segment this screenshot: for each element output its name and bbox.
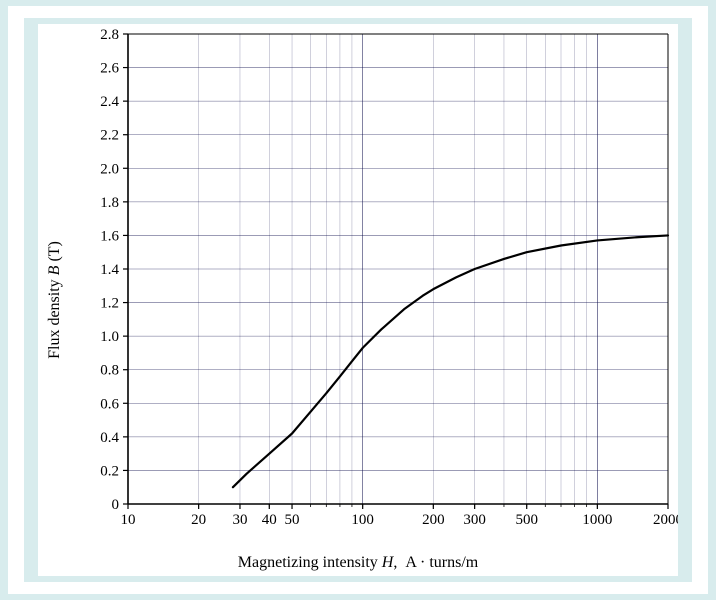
svg-text:30: 30	[232, 512, 247, 528]
svg-text:1.2: 1.2	[100, 296, 119, 312]
outer-frame: Flux density B (T) 0 0.2 0.4 0.6 0.8 1.0 1.2 1.…	[8, 6, 708, 594]
svg-text:2000: 2000	[653, 512, 678, 528]
svg-text:10: 10	[121, 512, 136, 528]
svg-text:1.0: 1.0	[100, 329, 119, 345]
svg-text:2.8: 2.8	[100, 27, 119, 43]
svg-text:40: 40	[262, 512, 277, 528]
svg-text:500: 500	[515, 512, 538, 528]
x-axis-label: Magnetizing intensity H, A · turns/m	[38, 554, 678, 572]
svg-text:0.2: 0.2	[100, 463, 119, 479]
svg-text:1.8: 1.8	[100, 195, 119, 211]
chart-area: Flux density B (T) 0 0.2 0.4 0.6 0.8 1.0 1.2 1.…	[38, 24, 678, 576]
y-axis-label: Flux density B (T)	[44, 24, 66, 576]
svg-text:2.6: 2.6	[100, 61, 119, 77]
svg-text:2.4: 2.4	[100, 94, 119, 110]
svg-text:20: 20	[191, 512, 206, 528]
svg-text:300: 300	[463, 512, 486, 528]
svg-text:1000: 1000	[582, 512, 612, 528]
svg-text:0.6: 0.6	[100, 396, 119, 412]
svg-text:100: 100	[351, 512, 374, 528]
svg-text:200: 200	[422, 512, 445, 528]
chart-svg: 0 0.2 0.4 0.6 0.8 1.0 1.2 1.4 1.6 1.8 2.0 2.2 2.4 2.6…	[38, 24, 678, 544]
svg-text:0.4: 0.4	[100, 430, 119, 446]
svg-text:50: 50	[285, 512, 300, 528]
svg-text:2.2: 2.2	[100, 128, 119, 144]
svg-text:1.6: 1.6	[100, 228, 119, 244]
svg-text:0.8: 0.8	[100, 363, 119, 379]
svg-text:2.0: 2.0	[100, 161, 119, 177]
y-axis-label-text: Flux density B (T)	[46, 241, 64, 359]
svg-text:0: 0	[112, 497, 120, 513]
svg-text:1.4: 1.4	[100, 262, 119, 278]
